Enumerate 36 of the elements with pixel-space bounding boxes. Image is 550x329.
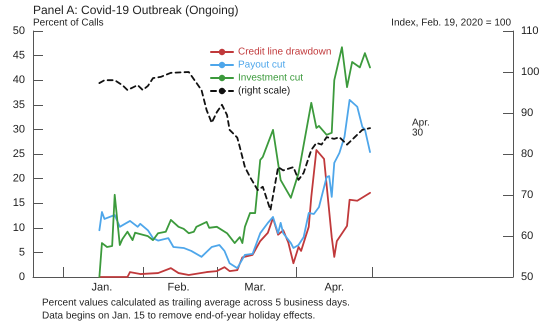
chart-title: Panel A: Covid-19 Outbreak (Ongoing) [33,3,238,17]
legend-label: Credit line drawdown [238,46,332,58]
y2-tick-label: 100 [521,66,540,78]
y-axis-title: Percent of Calls [33,18,104,28]
legend-label: Investment cut [238,72,304,84]
legend-label: (right scale) [238,86,290,96]
y2-tick-label: 50 [521,271,534,283]
y-tick-label: 40 [12,74,25,86]
y-tick-label: 10 [12,222,25,234]
y-tick-label: 45 [12,50,25,62]
x-tick-label: Apr. [324,282,344,294]
y2-tick-label: 80 [521,148,534,160]
y-tick-label: 30 [12,123,25,136]
y-tick-label: 35 [12,98,25,111]
legend-label: Payout cut [238,60,286,70]
annotation: Apr. 30 [412,118,433,138]
x-tick-label: Jan. [92,282,112,294]
y2-tick-label: 110 [521,25,539,37]
y-tick-label: 50 [12,25,25,37]
y2-tick-label: 90 [521,107,534,119]
y2-axis-title: Index, Feb. 19, 2020 = 100 [391,18,512,28]
y-tick-label: 15 [12,197,25,210]
line-series [98,98,371,270]
y2-tick-label: 70 [521,189,534,201]
line-series [98,46,371,278]
x-tick-label: Mar. [244,282,266,294]
x-tick-label: Feb. [168,282,190,294]
line-series [98,71,371,212]
text: Data begins on Jan. 15 to remove end-of-year holiday effects. [42,310,316,322]
line-series [98,149,371,278]
y2-tick-label: 60 [521,230,534,242]
y-tick-label: 25 [12,148,25,160]
y-tick-label: 0 [18,271,25,283]
y-tick-label: 5 [18,246,25,258]
y-tick-label: 20 [12,172,25,185]
text: Percent values calculated as trailing average across 5 business days. [42,298,350,308]
